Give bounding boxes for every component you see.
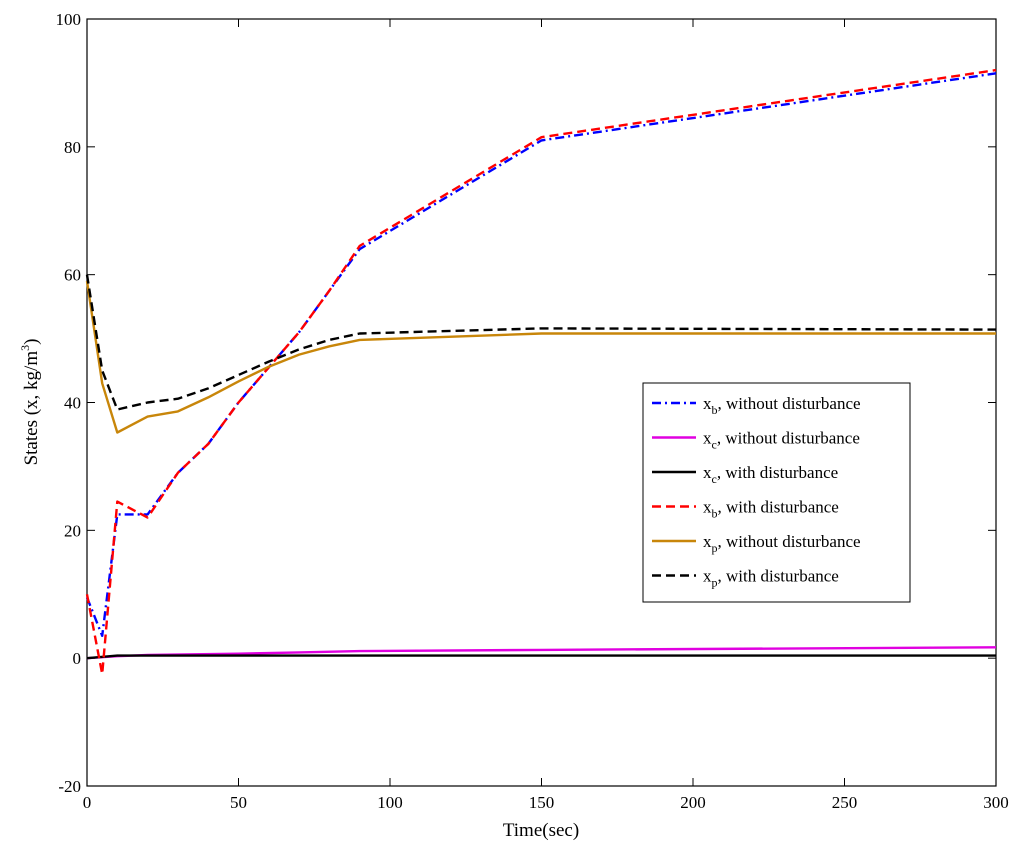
legend-box [642, 382, 911, 603]
legend-label-main: x [703, 463, 712, 482]
y-tick-label: 0 [73, 649, 82, 668]
x-axis-label: Time(sec) [503, 820, 579, 841]
legend-label-0: xb, without disturbance [703, 394, 861, 417]
legend-label-rest: , without disturbance [718, 394, 861, 413]
x-tick-label: 100 [377, 793, 403, 812]
y-tick-label: 40 [64, 394, 81, 413]
legend-label-3: xb, with disturbance [703, 498, 839, 521]
legend-label-1: xc, without disturbance [703, 429, 860, 452]
x-tick-label: 50 [230, 793, 247, 812]
legend-label-sub: p [712, 541, 718, 555]
series-line-0 [85, 72, 997, 637]
legend-label-sub: b [712, 507, 718, 521]
legend-label-main: x [703, 429, 712, 448]
x-tick-label: 200 [680, 793, 706, 812]
legend-label-4: xp, without disturbance [703, 532, 861, 555]
legend-label-sub: c [712, 438, 717, 452]
series-line-3 [85, 68, 997, 676]
x-tick-label: 300 [983, 793, 1009, 812]
legend-label-rest: , with disturbance [718, 567, 839, 586]
y-tick-label: 100 [56, 10, 82, 29]
legend-label-main: x [703, 394, 712, 413]
legend-label-5: xp, with disturbance [703, 567, 839, 590]
y-tick-label: 60 [64, 266, 81, 285]
legend-label-main: x [703, 567, 712, 586]
y-tick-label: -20 [58, 777, 81, 796]
legend-label-sub: c [712, 472, 717, 486]
series-line-2 [86, 654, 996, 660]
legend-label-sub: b [712, 403, 718, 417]
legend-label-main: x [703, 532, 712, 551]
legend-label-rest: , without disturbance [718, 532, 861, 551]
series-line-5 [85, 274, 997, 411]
series-lines [85, 68, 997, 676]
legend-label-sub: p [712, 576, 718, 590]
y-tick-label: 20 [64, 521, 81, 540]
y-axis-label-tail: ) [21, 339, 42, 345]
y-axis-label: States (x, kg/m3) [18, 339, 42, 466]
legend-label-2: xc, with disturbance [703, 463, 838, 486]
y-tick-label: 80 [64, 138, 81, 157]
y-axis-label-sup: 3 [18, 345, 32, 351]
series-line-4 [85, 280, 996, 434]
x-tick-label: 250 [832, 793, 858, 812]
legend-label-rest: , without disturbance [717, 429, 860, 448]
legend-label-main: x [703, 498, 712, 517]
y-axis-label-base: States (x, kg/m [21, 351, 42, 466]
legend-label-rest: , with disturbance [718, 498, 839, 517]
x-tick-label: 150 [529, 793, 555, 812]
legend-label-rest: , with disturbance [717, 463, 838, 482]
x-tick-label: 0 [83, 793, 92, 812]
